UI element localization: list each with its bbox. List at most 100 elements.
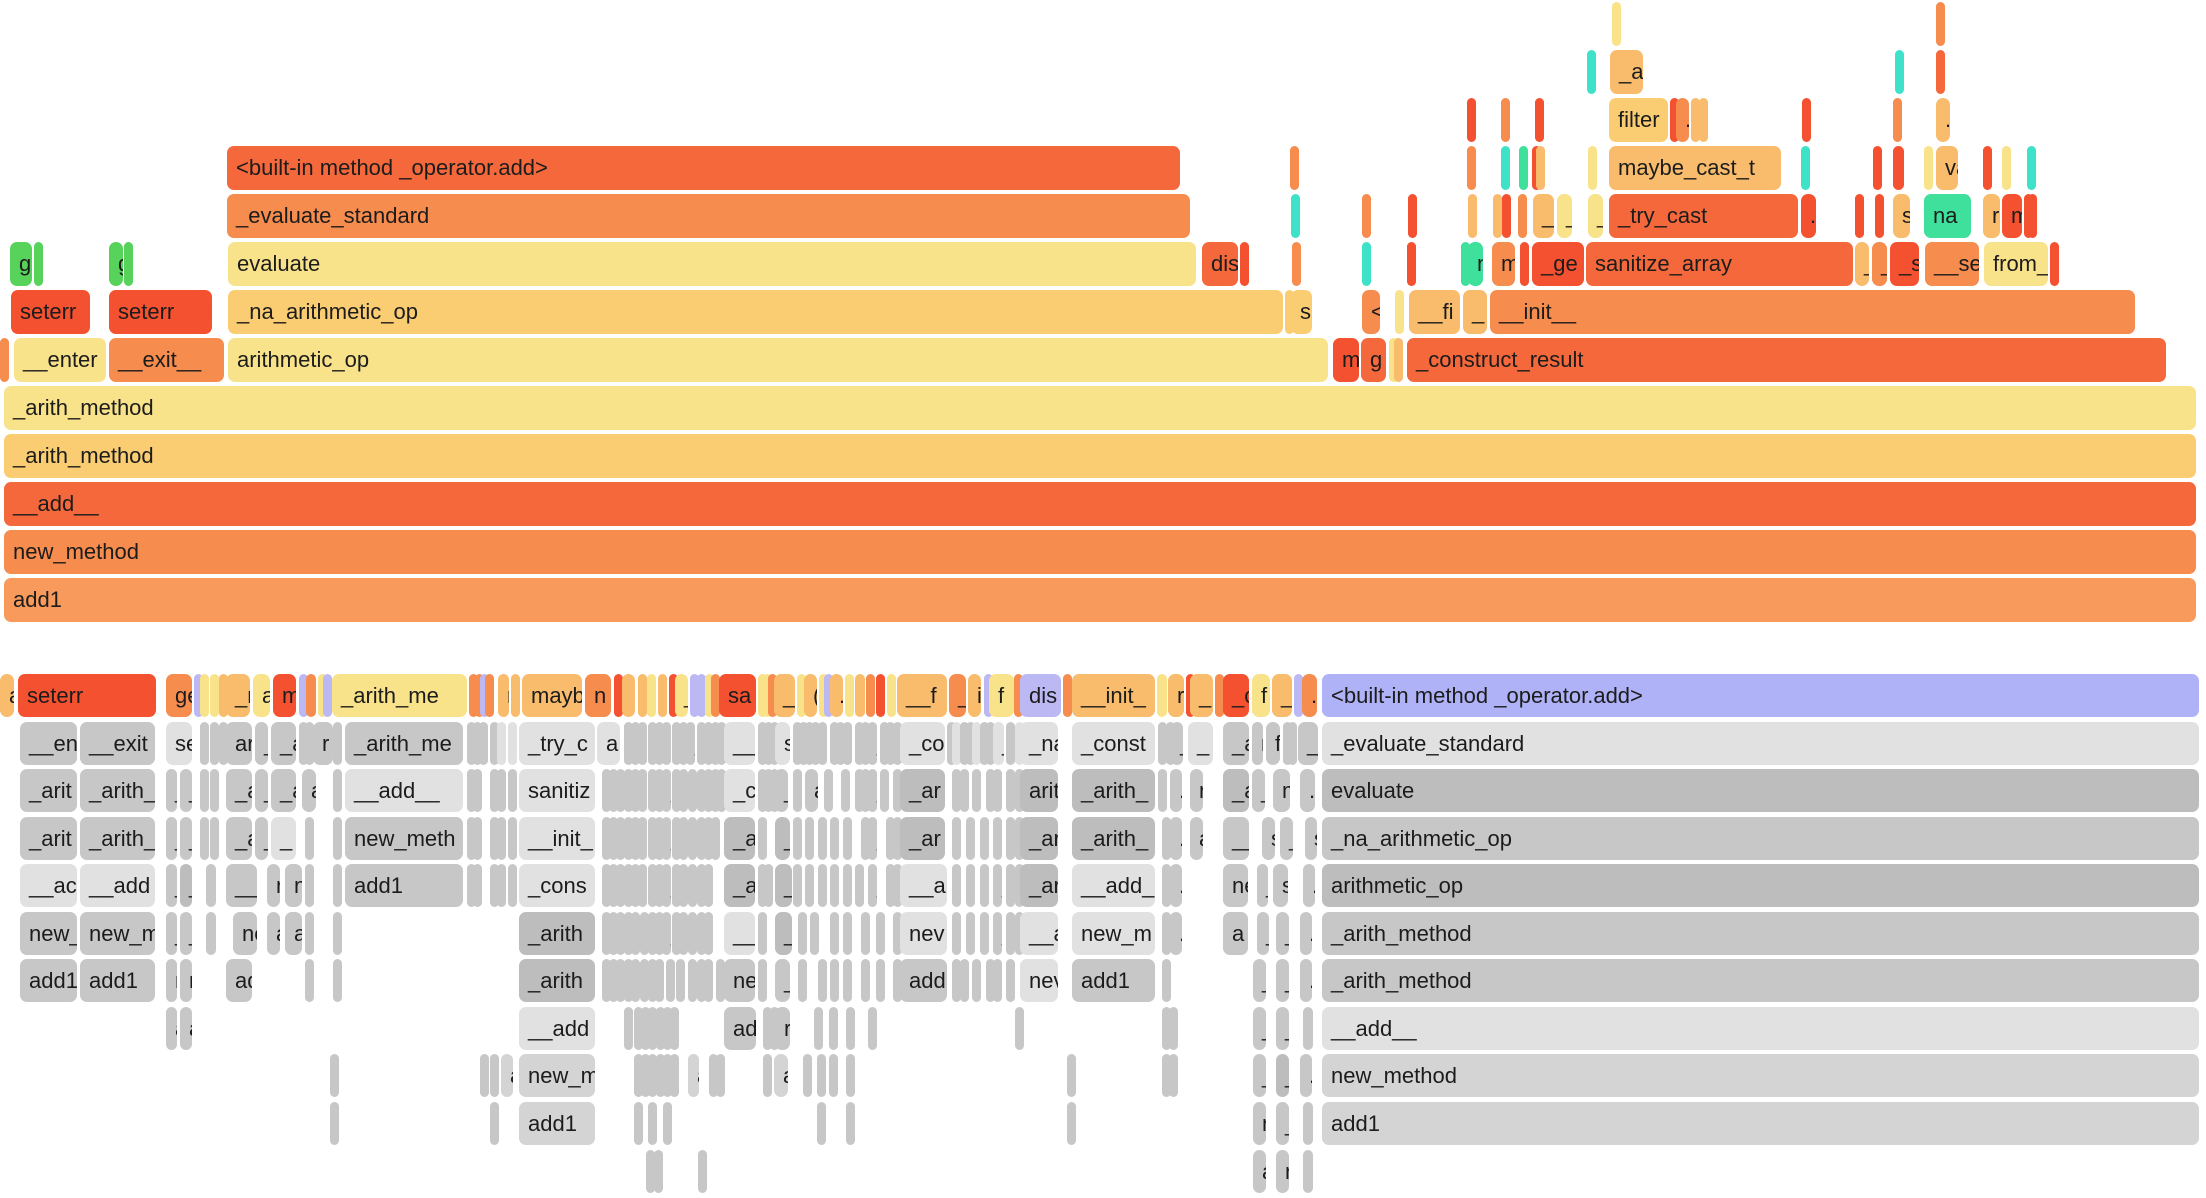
flame-frame[interactable]: [658, 674, 667, 717]
flame-frame[interactable]: [829, 1007, 838, 1050]
flame-frame[interactable]: [770, 769, 779, 812]
flame-frame[interactable]: n: [285, 864, 302, 907]
flame-frame[interactable]: [330, 1054, 339, 1097]
flame-frame[interactable]: r: [1168, 674, 1184, 717]
flame-frame[interactable]: [763, 1054, 772, 1097]
flame-frame[interactable]: [467, 817, 476, 860]
flame-frame[interactable]: [1292, 242, 1301, 286]
flame-frame[interactable]: _: [1253, 1054, 1266, 1097]
flame-frame[interactable]: [1461, 242, 1470, 286]
flame-frame[interactable]: .: [1468, 194, 1477, 238]
flame-frame[interactable]: [717, 722, 726, 765]
flame-frame[interactable]: [793, 722, 802, 765]
flame-frame[interactable]: [793, 769, 802, 812]
flame-frame[interactable]: m: [1273, 769, 1290, 812]
flame-frame[interactable]: [763, 1007, 772, 1050]
flame-frame[interactable]: [893, 864, 902, 907]
flame-frame[interactable]: [1006, 912, 1015, 955]
flame-frame[interactable]: [993, 769, 1002, 812]
flame-frame[interactable]: _arith_method: [1322, 959, 2199, 1002]
flame-frame[interactable]: _arith_method: [1322, 912, 2199, 955]
flame-frame[interactable]: [1294, 674, 1303, 717]
flame-frame[interactable]: [829, 1054, 838, 1097]
flame-frame[interactable]: a: [597, 722, 620, 765]
flame-frame[interactable]: a: [1190, 817, 1203, 860]
flame-frame[interactable]: [467, 769, 476, 812]
flame-frame[interactable]: .: [497, 817, 506, 860]
flame-frame[interactable]: .: [843, 817, 852, 860]
flame-frame[interactable]: [602, 817, 611, 860]
flame-frame[interactable]: _: [1257, 912, 1269, 955]
flame-frame[interactable]: a: [253, 674, 270, 717]
flame-frame[interactable]: [480, 1054, 489, 1097]
flame-frame[interactable]: [672, 769, 681, 812]
flame-frame[interactable]: new_m: [1072, 912, 1155, 955]
flame-frame[interactable]: [663, 1102, 672, 1145]
flame-frame[interactable]: __a: [1020, 912, 1058, 955]
flame-frame[interactable]: .: [1303, 864, 1315, 907]
flame-frame[interactable]: __add: [80, 864, 155, 907]
flame-frame[interactable]: [711, 817, 720, 860]
flame-frame[interactable]: [980, 817, 989, 860]
flame-frame[interactable]: _: [1015, 912, 1024, 955]
flame-frame[interactable]: [624, 769, 633, 812]
flame-frame[interactable]: _arith_: [1072, 817, 1155, 860]
flame-frame[interactable]: _arith_me: [345, 722, 463, 765]
flame-frame[interactable]: _: [1276, 1007, 1289, 1050]
flame-frame[interactable]: [980, 864, 989, 907]
flame-frame[interactable]: [1691, 98, 1700, 142]
flame-frame[interactable]: [2002, 146, 2011, 190]
flame-frame[interactable]: [861, 722, 870, 765]
flame-frame[interactable]: n: [1253, 1102, 1266, 1145]
flame-frame[interactable]: .: [1170, 769, 1182, 812]
flame-frame[interactable]: _arith: [519, 912, 595, 955]
flame-frame[interactable]: [1169, 1054, 1178, 1097]
flame-frame[interactable]: _na: [1020, 722, 1058, 765]
flame-frame[interactable]: [984, 674, 993, 717]
flame-frame[interactable]: [624, 722, 633, 765]
flame-frame[interactable]: [1936, 2, 1945, 46]
flame-frame[interactable]: ad: [226, 959, 252, 1002]
flame-frame[interactable]: [764, 864, 773, 907]
flame-frame[interactable]: [1162, 864, 1171, 907]
flame-frame[interactable]: arit: [1020, 769, 1058, 812]
flame-frame[interactable]: [679, 864, 688, 907]
flame-frame[interactable]: [641, 1007, 650, 1050]
flame-frame[interactable]: [960, 959, 969, 1002]
flame-frame[interactable]: _: [166, 769, 177, 812]
flame-frame[interactable]: [1006, 722, 1015, 765]
flame-frame[interactable]: [876, 959, 885, 1002]
flame-frame[interactable]: [876, 674, 885, 717]
flame-frame[interactable]: [861, 817, 870, 860]
flame-frame[interactable]: add1: [4, 578, 2196, 622]
flame-frame[interactable]: .: [200, 817, 209, 860]
flame-frame[interactable]: [818, 722, 827, 765]
flame-frame[interactable]: .: [1303, 1007, 1313, 1050]
flame-frame[interactable]: _: [1015, 817, 1024, 860]
flame-frame[interactable]: [893, 912, 902, 955]
flame-frame[interactable]: s: [1305, 817, 1317, 860]
flame-frame[interactable]: [966, 864, 975, 907]
flame-frame[interactable]: add: [900, 959, 947, 1002]
flame-frame[interactable]: _arith: [519, 959, 595, 1002]
flame-frame[interactable]: [886, 722, 895, 765]
flame-frame[interactable]: a: [805, 769, 818, 812]
flame-frame[interactable]: [670, 1054, 679, 1097]
flame-frame[interactable]: [648, 817, 657, 860]
flame-frame[interactable]: [330, 1102, 339, 1145]
flame-frame[interactable]: [638, 674, 647, 717]
flame-frame[interactable]: [490, 1054, 499, 1097]
flame-frame[interactable]: [648, 1102, 657, 1145]
flame-frame[interactable]: [1362, 242, 1371, 286]
flame-frame[interactable]: [299, 674, 308, 717]
flame-frame[interactable]: [490, 769, 499, 812]
flame-frame[interactable]: [672, 864, 681, 907]
flame-frame[interactable]: _c: [724, 769, 755, 812]
flame-frame[interactable]: .: [893, 722, 902, 765]
flame-frame[interactable]: _cons: [519, 864, 595, 907]
flame-frame[interactable]: _: [775, 959, 790, 1002]
flame-frame[interactable]: [648, 722, 657, 765]
flame-frame[interactable]: [305, 864, 314, 907]
flame-frame[interactable]: __exit: [80, 722, 155, 765]
flame-frame[interactable]: _: [662, 912, 671, 955]
